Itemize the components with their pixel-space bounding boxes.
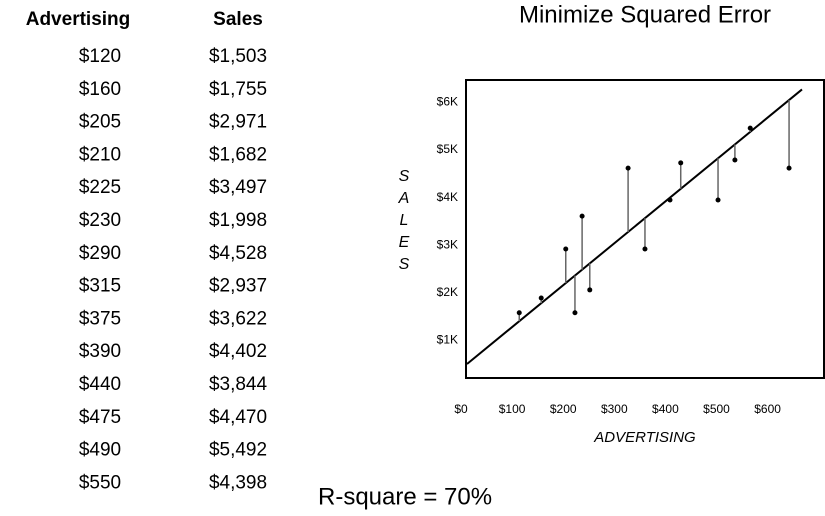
y-tick-label: $3K xyxy=(437,237,458,251)
y-tick-label: $4K xyxy=(437,190,458,204)
table-cell: $3,844 xyxy=(209,374,268,395)
y-tick-label: $5K xyxy=(437,142,458,156)
point xyxy=(572,310,578,316)
table-cell: $3,497 xyxy=(209,177,267,198)
table-cell: $230 xyxy=(79,210,121,231)
table-cell: $205 xyxy=(79,112,121,133)
x-tick-label: $100 xyxy=(499,402,526,416)
point xyxy=(538,295,544,301)
table-cell: $225 xyxy=(79,177,121,198)
x-tick-label: $400 xyxy=(652,402,679,416)
point xyxy=(715,197,721,203)
plot-frame xyxy=(465,79,825,379)
table-cell: $4,470 xyxy=(209,407,267,428)
table-cell: $1,755 xyxy=(209,79,267,100)
table-cell: $120 xyxy=(79,46,121,67)
table-cell: $315 xyxy=(79,276,121,297)
y-tick-label: $6K xyxy=(437,95,458,109)
table-cell: $390 xyxy=(79,341,121,362)
x-tick-label: $200 xyxy=(550,402,577,416)
table-cell: $3,622 xyxy=(209,308,267,329)
table-cell: $4,402 xyxy=(209,341,267,362)
table-cell: $4,528 xyxy=(209,243,267,264)
table-cell: $1,682 xyxy=(209,144,267,165)
y-tick-label: $1K xyxy=(437,333,458,347)
table-cell: $2,971 xyxy=(209,112,267,133)
table-cell: $4,398 xyxy=(209,472,267,493)
table-cell: $1,998 xyxy=(209,210,267,231)
x-tick-label: $500 xyxy=(703,402,730,416)
point xyxy=(563,246,569,252)
chart-title: Minimize Squared Error xyxy=(519,1,771,28)
point xyxy=(786,165,792,171)
table-cell: $475 xyxy=(79,407,121,428)
table-cell: $290 xyxy=(79,243,121,264)
point xyxy=(732,157,738,163)
point xyxy=(625,165,631,171)
table-cell: $375 xyxy=(79,308,121,329)
point xyxy=(678,160,684,166)
annotation: R-square = 70% xyxy=(318,483,492,510)
table-cell: $210 xyxy=(79,144,121,165)
table-cell: $160 xyxy=(79,79,121,100)
point xyxy=(642,246,648,252)
table-cell: $1,503 xyxy=(209,46,267,67)
table-cell: $550 xyxy=(79,472,121,493)
point xyxy=(587,287,593,293)
point xyxy=(747,125,753,131)
x-tick-label: $0 xyxy=(454,402,468,416)
table-cell: $2,937 xyxy=(209,276,267,297)
table-cell: $490 xyxy=(79,440,121,461)
x-tick-label: $600 xyxy=(754,402,781,416)
x-tick-label: $300 xyxy=(601,402,628,416)
y-axis-label: SALES xyxy=(398,168,410,273)
y-tick-label: $2K xyxy=(437,285,458,299)
point xyxy=(667,197,673,203)
table-cell: $5,492 xyxy=(209,440,267,461)
regression-line xyxy=(466,88,803,365)
column-header: Sales xyxy=(213,9,263,30)
point xyxy=(516,310,522,316)
column-header: Advertising xyxy=(26,9,131,30)
point xyxy=(579,213,585,219)
table-cell: $440 xyxy=(79,374,121,395)
x-axis-label: ADVERTISING xyxy=(593,429,696,446)
